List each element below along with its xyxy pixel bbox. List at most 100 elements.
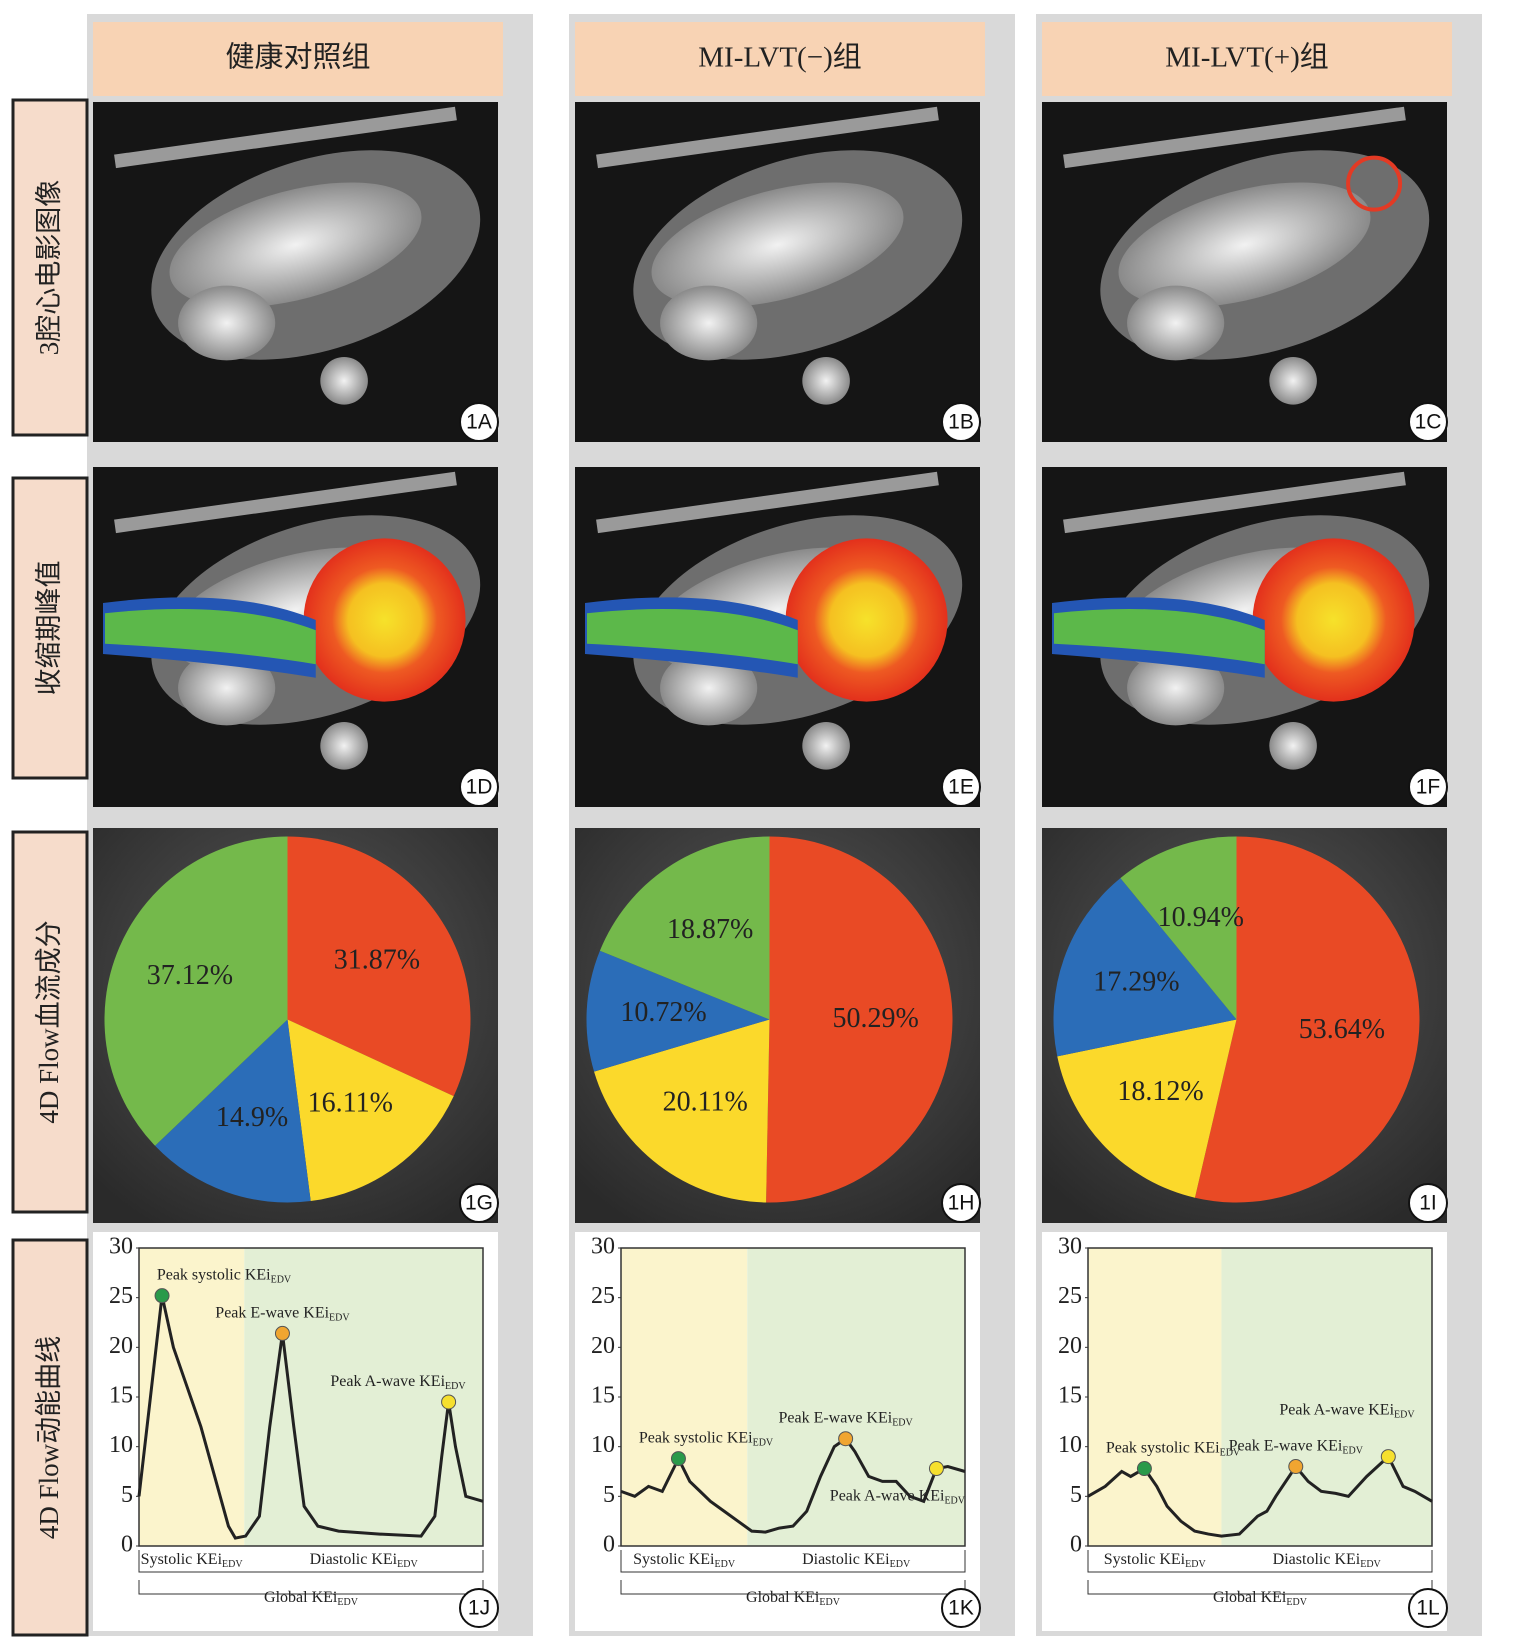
y-tick-label: 20: [591, 1333, 615, 1359]
panel-badge: [941, 1588, 981, 1628]
panel-badge: [459, 1588, 499, 1628]
panel-badge: [941, 402, 981, 442]
peak-label-sub: EDV: [329, 1313, 350, 1324]
peak-marker: [154, 1288, 170, 1304]
mri-aorta: [320, 357, 368, 405]
peak-label: Peak A-wave KEiEDV: [330, 1373, 466, 1393]
pie-slice: [594, 1019, 770, 1203]
pie-label: 18.12%: [1117, 1076, 1203, 1107]
phase-label-sub: EDV: [222, 1559, 243, 1570]
flow-green: [105, 609, 316, 665]
row-label-box: [11, 1238, 89, 1637]
panel-badge: [459, 1183, 499, 1223]
y-tick-label: 25: [109, 1283, 133, 1309]
column-title: 健康对照组: [225, 41, 370, 74]
pie-label: 10.72%: [620, 997, 706, 1028]
peak-label: Peak E-wave KEiEDV: [1229, 1437, 1364, 1457]
phase-bracket: [1087, 1550, 1433, 1573]
panel-badge: [1408, 402, 1448, 442]
global-label-sub: EDV: [337, 1597, 358, 1608]
mri-band: [1063, 106, 1406, 169]
panel-badge: [459, 767, 499, 807]
y-tick-label: 10: [1058, 1432, 1082, 1458]
global-label-sub: EDV: [1286, 1597, 1307, 1608]
peak-label: Peak A-wave KEiEDV: [830, 1487, 966, 1507]
global-bracket: [1087, 1580, 1433, 1595]
phase-label: Systolic KEiEDV: [633, 1551, 736, 1571]
pie-slice: [287, 836, 471, 1097]
phase-region: [1221, 1248, 1432, 1546]
thrombus-marker: [1346, 155, 1403, 212]
pie-label: 17.29%: [1093, 967, 1179, 998]
panel-label: 1B: [948, 411, 974, 434]
panel-label: 1K: [948, 1597, 974, 1620]
y-tick-label: 15: [109, 1383, 133, 1409]
row-label-box: [11, 830, 89, 1214]
row-label: 4D Flow动能曲线: [34, 1336, 64, 1539]
y-tick-label: 15: [1058, 1383, 1082, 1409]
y-tick-label: 15: [591, 1383, 615, 1409]
flow-green: [587, 609, 798, 665]
mri-atrium: [178, 650, 276, 726]
pie-label: 50.29%: [832, 1003, 918, 1034]
phase-label-main: Systolic KEi: [141, 1551, 223, 1568]
global-bracket: [138, 1580, 484, 1595]
peak-label-sub: EDV: [1342, 1446, 1363, 1457]
panel-label: 1I: [1419, 1192, 1437, 1215]
y-tick-label: 0: [121, 1532, 133, 1558]
peak-marker: [1288, 1459, 1304, 1475]
pie-label: 16.11%: [308, 1087, 393, 1118]
mri-atrium: [660, 285, 758, 361]
mri-chamber: [651, 182, 904, 308]
phase-bracket: [620, 1550, 966, 1573]
mri-aorta: [1269, 357, 1317, 405]
mri-aorta: [320, 722, 368, 770]
y-tick-label: 30: [109, 1234, 133, 1260]
mri-atrium: [660, 650, 758, 726]
panel-badge: [1408, 767, 1448, 807]
y-tick-label: 5: [603, 1482, 615, 1508]
pie-label: 14.9%: [216, 1102, 288, 1133]
flow-red: [1252, 538, 1415, 702]
peak-label-sub: EDV: [271, 1275, 292, 1286]
peak-marker: [928, 1461, 944, 1477]
panel-label: 1F: [1416, 776, 1441, 799]
mri-aorta: [802, 357, 850, 405]
phase-label: Diastolic KEiEDV: [1273, 1551, 1382, 1571]
peak-label-main: Peak E-wave KEi: [215, 1304, 329, 1321]
pie-label: 37.12%: [147, 960, 233, 991]
phase-label-main: Diastolic KEi: [802, 1551, 890, 1568]
y-tick-label: 0: [1070, 1532, 1082, 1558]
column-title: MI-LVT(−)组: [698, 41, 861, 74]
y-tick-label: 25: [591, 1283, 615, 1309]
global-label: Global KEiEDV: [264, 1589, 359, 1609]
phase-label: Systolic KEiEDV: [141, 1551, 244, 1571]
global-bracket: [620, 1580, 966, 1595]
peak-label: Peak systolic KEiEDV: [157, 1266, 292, 1286]
mri-atrium: [1127, 650, 1225, 726]
pie-label: 53.64%: [1299, 1014, 1385, 1045]
pie-label: 31.87%: [334, 945, 420, 976]
panel-label: 1E: [948, 776, 974, 799]
peak-marker: [441, 1394, 457, 1410]
row-label: 4D Flow血流成分: [34, 920, 64, 1123]
phase-label-sub: EDV: [715, 1559, 736, 1570]
global-label-main: Global KEi: [746, 1589, 820, 1606]
panel-badge: [1408, 1183, 1448, 1223]
y-tick-label: 30: [1058, 1234, 1082, 1260]
peak-label-main: Peak E-wave KEi: [778, 1409, 892, 1426]
pie-label: 18.87%: [667, 914, 753, 945]
y-tick-label: 20: [109, 1333, 133, 1359]
panel-label: 1H: [948, 1192, 975, 1215]
row-label: 收缩期峰值: [34, 561, 64, 696]
peak-label: Peak E-wave KEiEDV: [778, 1409, 913, 1429]
peak-marker: [1380, 1449, 1396, 1465]
mri-band: [114, 106, 457, 169]
peak-label-main: Peak systolic KEi: [639, 1429, 753, 1446]
peak-label-main: Peak A-wave KEi: [1279, 1401, 1394, 1418]
phase-region: [1088, 1248, 1222, 1546]
peak-label-sub: EDV: [445, 1381, 466, 1392]
mri-aorta: [802, 722, 850, 770]
global-label: Global KEiEDV: [1213, 1589, 1308, 1609]
y-tick-label: 5: [1070, 1482, 1082, 1508]
